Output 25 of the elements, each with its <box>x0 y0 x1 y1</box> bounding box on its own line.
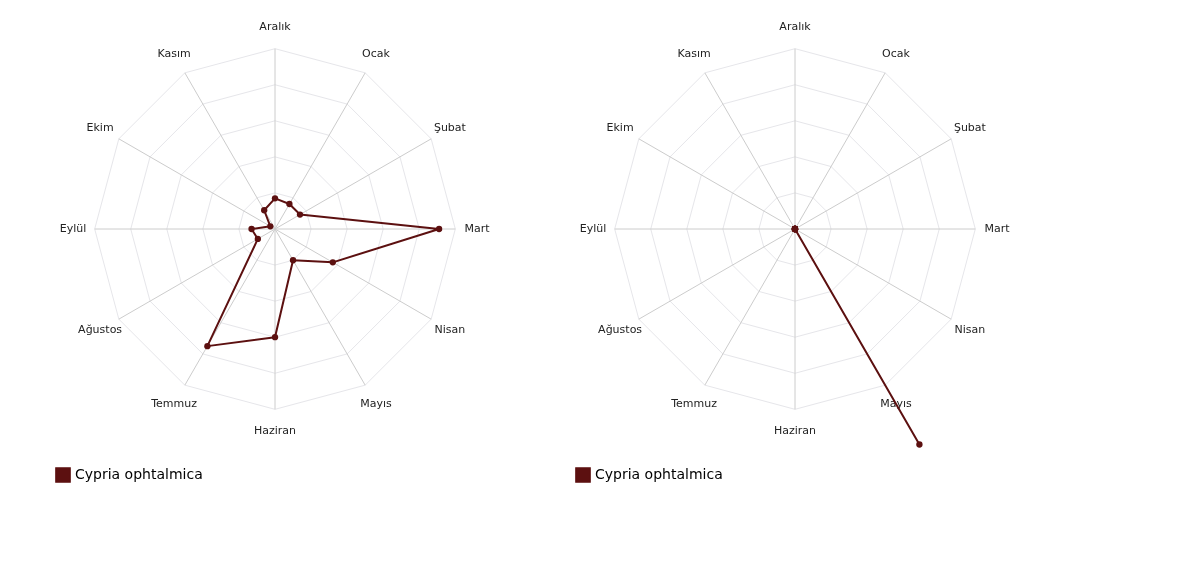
spoke-label: Ocak <box>362 47 391 61</box>
spoke-label: Haziran <box>773 423 817 437</box>
spoke-label: Ekim <box>606 121 634 135</box>
spoke-label: Aralık <box>259 20 292 34</box>
spoke-label: Mayıs <box>360 396 393 410</box>
spoke-label: Mart <box>984 222 1011 235</box>
spoke-label: Ağustos <box>78 322 123 336</box>
spoke-label: Kasım <box>677 47 711 61</box>
spoke-label: Ocak <box>882 47 911 61</box>
spoke-label: Mart <box>464 222 491 235</box>
spoke-label: Haziran <box>253 423 297 437</box>
spoke-label: Ekim <box>86 121 114 135</box>
legend-label: Cypria ophtalmica <box>75 466 203 482</box>
spoke-label: Temmuz <box>670 396 718 410</box>
spoke-label: Kasım <box>157 47 191 61</box>
spoke-label: Ağustos <box>598 322 643 336</box>
spoke-label: Nisan <box>954 322 986 336</box>
spoke-label: Şubat <box>953 121 987 135</box>
spoke-label: Nisan <box>434 322 466 336</box>
spoke-label: Eylül <box>579 222 607 235</box>
legend-label: Cypria ophtalmica <box>595 466 723 482</box>
spoke-label: Şubat <box>433 121 467 135</box>
spoke-label: Temmuz <box>150 396 198 410</box>
spoke-label: Aralık <box>779 20 812 34</box>
spoke-label: Eylül <box>59 222 87 235</box>
